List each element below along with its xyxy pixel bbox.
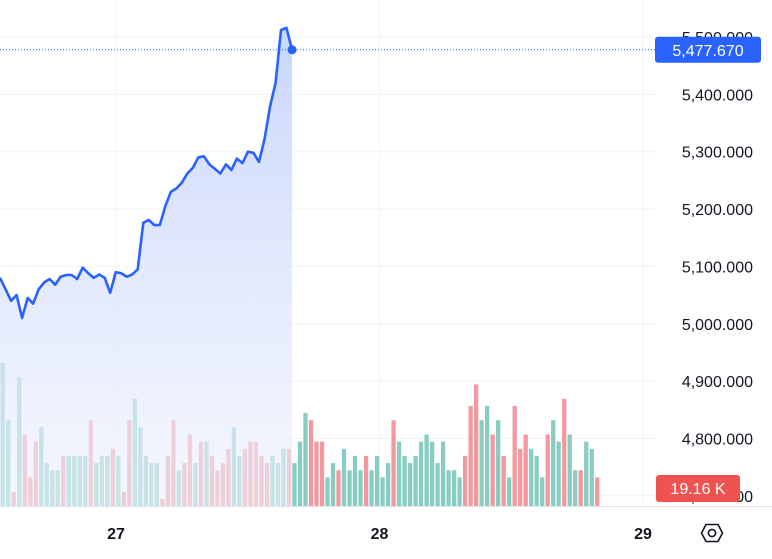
volume-bar bbox=[556, 441, 561, 506]
price-tick-label: 5,400.000 bbox=[682, 87, 753, 104]
price-tick-label: 5,200.000 bbox=[682, 202, 753, 219]
volume-bar bbox=[485, 405, 490, 506]
volume-bar bbox=[468, 405, 473, 506]
volume-bar bbox=[534, 455, 539, 506]
price-axis[interactable] bbox=[656, 0, 772, 506]
price-tick-label: 5,000.000 bbox=[682, 317, 753, 334]
price-axis-labels: 5,500.0005,400.0005,300.0005,200.0005,10… bbox=[682, 30, 753, 506]
volume-bar bbox=[462, 455, 468, 506]
volume-badge: 19.16 K bbox=[656, 475, 740, 502]
volume-bar bbox=[407, 463, 413, 506]
volume-bar bbox=[529, 448, 534, 506]
price-tick-label: 4,800.000 bbox=[682, 431, 753, 448]
volume-bar bbox=[413, 455, 418, 506]
chart-settings-button[interactable] bbox=[697, 519, 727, 547]
volume-bar bbox=[496, 420, 501, 506]
volume-bar bbox=[308, 420, 314, 506]
volume-bar bbox=[369, 470, 374, 506]
volume-bar bbox=[507, 477, 512, 506]
price-tick-label: 5,100.000 bbox=[682, 259, 753, 276]
volume-bar bbox=[402, 455, 407, 506]
volume-bar bbox=[314, 441, 319, 506]
time-axis[interactable] bbox=[0, 506, 656, 559]
volume-bar bbox=[292, 463, 297, 506]
volume-bar bbox=[584, 441, 589, 506]
volume-bar bbox=[325, 477, 330, 506]
volume-bar bbox=[473, 384, 479, 506]
volume-bar bbox=[347, 470, 352, 506]
last-price-badge: 5,477.670 bbox=[655, 36, 761, 63]
volume-bar bbox=[424, 434, 429, 506]
volume-bar bbox=[512, 405, 517, 506]
volume-bar bbox=[429, 441, 435, 506]
volume-bar bbox=[363, 455, 369, 506]
price-area-fill bbox=[0, 27, 293, 506]
price-tick-label: 5,300.000 bbox=[682, 145, 753, 162]
volume-bar bbox=[446, 470, 451, 506]
svg-text:5,477.670: 5,477.670 bbox=[672, 43, 743, 60]
volume-bar bbox=[330, 463, 336, 506]
settings-icon bbox=[700, 523, 724, 543]
volume-bar bbox=[523, 434, 528, 506]
volume-bar bbox=[562, 398, 567, 506]
time-axis-labels: 27 28 29 bbox=[107, 526, 652, 543]
volume-bar bbox=[573, 470, 578, 506]
volume-bar bbox=[518, 448, 523, 506]
volume-bar bbox=[567, 434, 572, 506]
volume-bar bbox=[578, 470, 583, 506]
volume-bar bbox=[374, 455, 380, 506]
volume-bar bbox=[457, 477, 462, 506]
volume-bar bbox=[451, 470, 457, 506]
time-tick-label: 28 bbox=[371, 526, 389, 543]
last-price-marker bbox=[287, 45, 297, 55]
volume-bar bbox=[595, 477, 600, 506]
volume-bar bbox=[540, 477, 545, 506]
volume-bar bbox=[352, 455, 358, 506]
volume-bar bbox=[545, 434, 550, 506]
volume-bar bbox=[551, 420, 556, 506]
price-line bbox=[0, 26, 294, 320]
volume-bar bbox=[479, 420, 484, 506]
volume-bar bbox=[440, 441, 446, 506]
price-tick-label: 4,900.000 bbox=[682, 374, 753, 391]
volume-bar bbox=[297, 441, 303, 506]
volume-bar bbox=[380, 477, 385, 506]
volume-bar bbox=[490, 434, 495, 506]
volume-bar bbox=[358, 470, 363, 506]
volume-bar bbox=[396, 441, 402, 506]
volume-bar bbox=[589, 448, 594, 506]
volume-bar bbox=[391, 420, 396, 506]
time-tick-label: 29 bbox=[634, 526, 652, 543]
volume-bar bbox=[319, 441, 325, 506]
volume-bar bbox=[303, 413, 308, 506]
volume-bar bbox=[341, 448, 347, 506]
volume-bar bbox=[418, 441, 424, 506]
volume-bar bbox=[435, 463, 440, 506]
volume-bar bbox=[385, 463, 391, 506]
time-tick-label: 27 bbox=[107, 526, 125, 543]
volume-bar bbox=[501, 455, 506, 506]
volume-bar bbox=[336, 470, 341, 506]
svg-text:19.16 K: 19.16 K bbox=[670, 481, 725, 498]
